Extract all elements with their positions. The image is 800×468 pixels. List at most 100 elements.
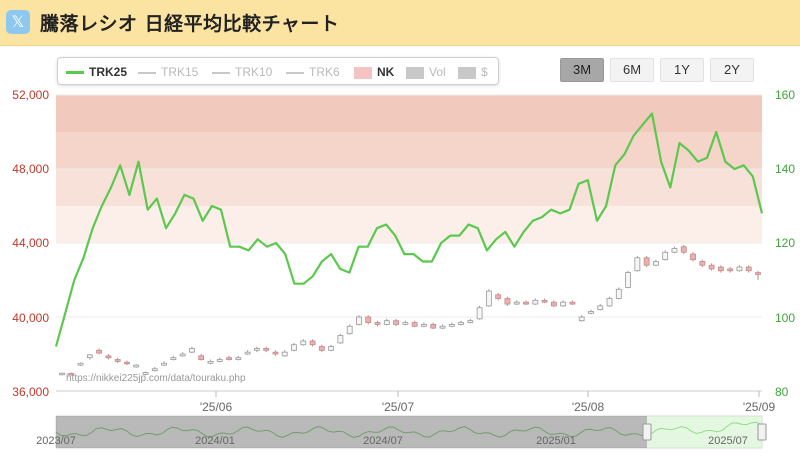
right-axis-tick: 100 xyxy=(775,311,795,325)
legend-item-trk6[interactable]: TRK6 xyxy=(286,64,340,80)
candle-body xyxy=(281,351,288,357)
candle-body xyxy=(77,362,84,366)
candle-body xyxy=(699,261,706,266)
candle-body xyxy=(356,316,362,325)
range-navigator[interactable]: 2023/07 2024/01 2024/07 2025/01 2025/07 xyxy=(36,415,767,449)
candle-body xyxy=(86,354,93,359)
candle-body xyxy=(727,268,734,272)
candle-body xyxy=(411,322,418,327)
candle-body xyxy=(430,323,437,329)
candle-body xyxy=(485,290,492,307)
candle-body xyxy=(198,355,205,360)
candle-body xyxy=(569,301,576,305)
navigator-selection[interactable] xyxy=(647,416,762,448)
navigator-handle-left[interactable] xyxy=(642,423,652,441)
candle-body xyxy=(532,299,539,305)
candle-body xyxy=(523,301,529,305)
candle-body xyxy=(291,344,297,351)
candle-body xyxy=(588,311,594,314)
x-logo-icon[interactable]: 𝕏 xyxy=(6,10,30,34)
candle-body xyxy=(263,348,270,351)
chart-legend: TRK25 TRK15 TRK10 TRK6 NK Vol $ xyxy=(57,57,499,85)
candle-body xyxy=(467,320,474,323)
threshold-band xyxy=(56,169,762,206)
candle-body xyxy=(653,261,659,266)
navigator-label: 2023/07 xyxy=(36,435,76,447)
candle-body xyxy=(337,335,344,344)
left-axis-tick: 52,000 xyxy=(12,88,49,102)
left-axis-tick: 44,000 xyxy=(12,236,49,250)
page-title: 騰落レシオ 日経平均比較チャート xyxy=(40,13,340,35)
candle-body xyxy=(244,351,251,355)
legend-item-dollar[interactable]: $ xyxy=(458,64,488,80)
candle-body xyxy=(745,266,752,272)
series-line-trk25[interactable] xyxy=(54,112,764,347)
legend-item-vol[interactable]: Vol xyxy=(406,64,446,80)
nikkei-candlesticks xyxy=(59,244,761,376)
legend-item-trk15[interactable]: TRK15 xyxy=(138,64,198,80)
candle-body xyxy=(374,322,381,325)
right-axis-tick: 120 xyxy=(775,236,795,250)
trk-lines xyxy=(54,112,764,347)
right-axis-tick: 140 xyxy=(775,162,795,176)
candle-body xyxy=(495,294,502,299)
candle-body xyxy=(421,323,427,327)
candle-body xyxy=(458,322,464,325)
legend-item-trk25[interactable]: TRK25 xyxy=(66,64,127,80)
candle-body xyxy=(226,357,232,360)
candle-body xyxy=(560,301,567,307)
candle-body xyxy=(402,322,409,325)
candle-body xyxy=(476,307,483,320)
candle-body xyxy=(393,320,399,325)
threshold-band xyxy=(56,95,762,132)
candle-body xyxy=(690,253,696,261)
candle-body xyxy=(755,272,761,275)
candle-body xyxy=(708,264,715,270)
candle-body xyxy=(189,348,195,353)
candle-body xyxy=(272,351,279,355)
legend-box-swatch xyxy=(458,66,476,79)
navigator-handle-right[interactable] xyxy=(757,423,767,441)
candle-body xyxy=(615,288,622,299)
x-axis-tick: '25/09 xyxy=(743,400,776,414)
navigator-label: 2024/01 xyxy=(195,435,235,447)
candle-body xyxy=(346,325,353,335)
candle-body xyxy=(365,316,372,323)
range-button-6m[interactable]: 6M xyxy=(610,58,654,82)
candle-body xyxy=(541,299,548,303)
right-axis-tick: 80 xyxy=(775,385,789,399)
candle-body xyxy=(680,246,687,253)
candle-body xyxy=(578,316,585,322)
candle-body xyxy=(253,348,260,351)
candle-body xyxy=(142,372,149,375)
candle-body xyxy=(439,325,446,329)
left-axis-tick: 40,000 xyxy=(12,311,49,325)
range-button-2y[interactable]: 2Y xyxy=(710,58,754,82)
legend-item-trk10[interactable]: TRK10 xyxy=(212,64,272,80)
gridlines xyxy=(56,94,762,318)
candle-body xyxy=(662,251,669,261)
candle-body xyxy=(96,349,103,354)
candle-body xyxy=(68,373,75,376)
x-axis-tick: '25/06 xyxy=(200,400,233,414)
candle-body xyxy=(170,357,177,360)
candle-body xyxy=(151,368,158,372)
legend-line-swatch xyxy=(138,71,156,74)
threshold-bands xyxy=(56,95,762,243)
range-button-1y[interactable]: 1Y xyxy=(660,58,704,82)
candle-body xyxy=(634,257,641,272)
candle-body xyxy=(161,362,167,366)
range-button-3m[interactable]: 3M xyxy=(560,58,604,82)
candle-body xyxy=(114,359,121,362)
legend-line-swatch xyxy=(212,71,230,74)
legend-item-nk[interactable]: NK xyxy=(354,64,394,80)
candle-body xyxy=(383,320,390,325)
candle-body xyxy=(207,360,214,364)
x-axis-tick: '25/07 xyxy=(382,400,415,414)
navigator-label: 2025/01 xyxy=(536,435,576,447)
navigator-label: 2024/07 xyxy=(363,435,403,447)
candle-body xyxy=(606,298,613,307)
candle-body xyxy=(448,323,455,327)
navigator-mask xyxy=(56,416,647,448)
